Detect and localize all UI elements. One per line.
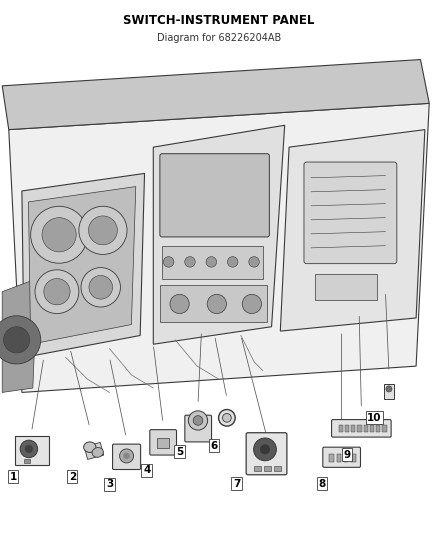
- Circle shape: [89, 276, 113, 299]
- FancyBboxPatch shape: [113, 444, 141, 470]
- FancyBboxPatch shape: [185, 415, 212, 442]
- Circle shape: [219, 409, 235, 426]
- Bar: [364, 425, 368, 432]
- Circle shape: [206, 257, 217, 267]
- Bar: [370, 425, 374, 432]
- Text: 10: 10: [367, 413, 382, 423]
- Bar: [274, 466, 281, 471]
- Text: 9: 9: [343, 450, 350, 459]
- FancyBboxPatch shape: [323, 447, 360, 467]
- Circle shape: [242, 294, 261, 313]
- Bar: [384, 384, 394, 399]
- Circle shape: [170, 294, 189, 313]
- Bar: [315, 274, 377, 301]
- Bar: [351, 425, 356, 432]
- Bar: [157, 438, 169, 448]
- FancyBboxPatch shape: [332, 419, 391, 437]
- Bar: [382, 425, 387, 432]
- Circle shape: [193, 416, 203, 425]
- Bar: [160, 285, 267, 322]
- Bar: [84, 442, 104, 459]
- Circle shape: [207, 294, 226, 313]
- Text: 2: 2: [69, 472, 76, 481]
- Circle shape: [44, 279, 70, 305]
- Bar: [15, 436, 49, 465]
- Bar: [162, 246, 263, 279]
- Circle shape: [185, 257, 195, 267]
- Circle shape: [188, 411, 208, 430]
- Text: 4: 4: [143, 465, 150, 475]
- Circle shape: [386, 386, 392, 392]
- Circle shape: [124, 453, 130, 459]
- Circle shape: [249, 257, 259, 267]
- Polygon shape: [2, 60, 429, 130]
- Circle shape: [0, 316, 41, 364]
- Ellipse shape: [92, 448, 103, 457]
- Text: 1: 1: [10, 472, 17, 481]
- Circle shape: [42, 217, 76, 252]
- FancyBboxPatch shape: [246, 433, 287, 475]
- FancyBboxPatch shape: [304, 162, 397, 264]
- Text: SWITCH-INSTRUMENT PANEL: SWITCH-INSTRUMENT PANEL: [124, 14, 314, 27]
- Bar: [351, 454, 356, 462]
- Circle shape: [79, 206, 127, 254]
- FancyBboxPatch shape: [150, 430, 177, 455]
- Bar: [345, 425, 349, 432]
- Circle shape: [227, 257, 238, 267]
- Bar: [344, 454, 348, 462]
- Text: 8: 8: [318, 479, 325, 489]
- Circle shape: [20, 440, 38, 458]
- Bar: [329, 454, 334, 462]
- Circle shape: [35, 270, 79, 313]
- Bar: [376, 425, 381, 432]
- Circle shape: [254, 438, 276, 461]
- Circle shape: [260, 445, 270, 454]
- Text: Diagram for 68226204AB: Diagram for 68226204AB: [157, 33, 281, 43]
- Bar: [24, 458, 30, 463]
- FancyBboxPatch shape: [160, 154, 269, 237]
- Bar: [264, 466, 271, 471]
- Polygon shape: [153, 125, 285, 344]
- Circle shape: [163, 257, 174, 267]
- Circle shape: [4, 327, 30, 353]
- Text: 5: 5: [176, 447, 183, 457]
- Polygon shape: [22, 173, 145, 358]
- Polygon shape: [28, 187, 136, 344]
- Circle shape: [31, 206, 88, 263]
- Polygon shape: [9, 103, 429, 392]
- Polygon shape: [2, 279, 37, 392]
- Text: 3: 3: [106, 479, 113, 489]
- Polygon shape: [280, 130, 425, 331]
- Text: 7: 7: [233, 479, 240, 489]
- Bar: [337, 454, 341, 462]
- Bar: [254, 466, 261, 471]
- Text: 6: 6: [210, 441, 217, 451]
- Ellipse shape: [84, 442, 96, 453]
- Bar: [357, 425, 362, 432]
- Circle shape: [25, 445, 33, 453]
- Circle shape: [81, 268, 120, 307]
- Bar: [339, 425, 343, 432]
- Circle shape: [88, 216, 117, 245]
- Circle shape: [120, 449, 134, 463]
- Circle shape: [223, 414, 231, 422]
